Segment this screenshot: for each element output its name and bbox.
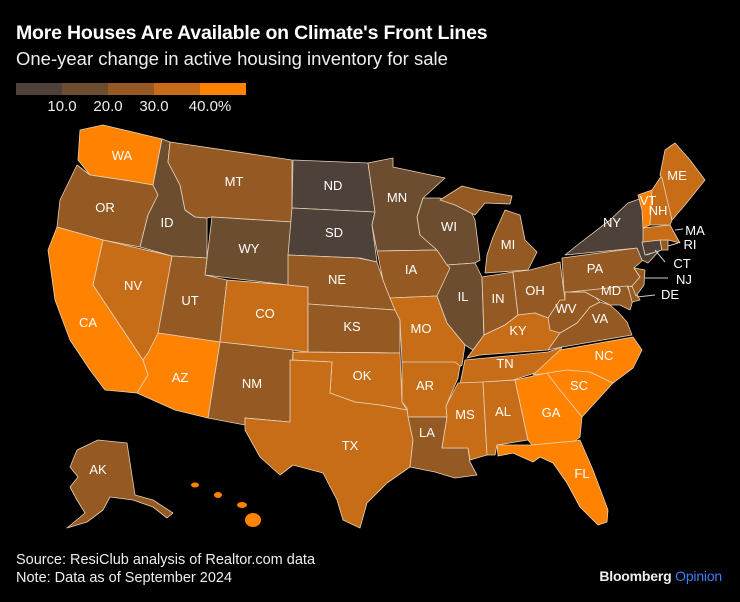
state-mi (439, 185, 513, 216)
state-label-nd: ND (324, 178, 343, 193)
state-label-ok: OK (353, 368, 372, 383)
state-hi (237, 502, 247, 508)
state-il (436, 262, 485, 351)
state-me (659, 142, 706, 221)
state-label-wa: WA (112, 148, 133, 163)
state-mi (484, 209, 538, 274)
state-label-ms: MS (455, 407, 475, 422)
state-label-ct: CT (673, 256, 690, 271)
state-label-ia: IA (405, 262, 418, 277)
state-label-ma: MA (685, 223, 705, 238)
state-label-ak: AK (89, 462, 107, 477)
legend-swatch (154, 83, 200, 95)
state-label-va: VA (592, 311, 609, 326)
leader-line (636, 294, 656, 298)
state-label-al: AL (495, 404, 511, 419)
state-label-az: AZ (172, 370, 189, 385)
chart-title: More Houses Are Available on Climate's F… (16, 22, 488, 44)
state-label-in: IN (492, 291, 505, 306)
legend-label: 20.0 (93, 98, 123, 115)
state-label-de: DE (661, 287, 679, 302)
state-fl (496, 439, 609, 526)
bloomberg-opinion-logo: Bloomberg Opinion (599, 568, 722, 584)
state-label-nc: NC (595, 348, 614, 363)
state-label-sc: SC (570, 378, 588, 393)
state-label-nj: NJ (676, 272, 692, 287)
state-label-pa: PA (587, 261, 604, 276)
legend-label: 40.0% (188, 98, 232, 115)
state-label-mi: MI (501, 237, 515, 252)
state-label-me: ME (667, 168, 687, 183)
state-label-id: ID (161, 215, 174, 230)
state-label-sd: SD (325, 225, 343, 240)
state-label-ca: CA (79, 315, 97, 330)
state-hi (191, 482, 199, 488)
state-label-fl: FL (574, 466, 589, 481)
chart-subtitle: One-year change in active housing invent… (16, 48, 448, 69)
state-ks (307, 303, 401, 354)
state-vt (637, 189, 653, 229)
state-label-tx: TX (342, 438, 359, 453)
color-legend (16, 83, 246, 95)
state-tx (244, 359, 414, 529)
state-label-oh: OH (525, 283, 545, 298)
state-label-la: LA (419, 425, 435, 440)
legend-label: 30.0 (139, 98, 169, 115)
state-label-mt: MT (225, 174, 244, 189)
state-de (627, 285, 641, 303)
leader-line (654, 249, 666, 263)
state-label-ri: RI (684, 237, 697, 252)
legend-swatch (108, 83, 154, 95)
state-nc (532, 336, 643, 384)
leader-line (667, 242, 679, 247)
legend-label: 10.0 (47, 98, 77, 115)
state-label-il: IL (458, 289, 469, 304)
state-hi (245, 513, 261, 527)
leader-line (674, 228, 684, 231)
state-label-co: CO (255, 306, 275, 321)
state-ma (642, 224, 681, 244)
state-label-tn: TN (496, 356, 513, 371)
state-ak (66, 439, 174, 529)
state-label-vt: VT (640, 193, 657, 208)
legend-swatch (16, 83, 62, 95)
state-nh (649, 174, 673, 226)
state-ct (641, 239, 663, 256)
state-label-wv: WV (556, 301, 577, 316)
state-ny (564, 197, 661, 264)
source-note: Source: ResiClub analysis of Realtor.com… (16, 552, 316, 568)
legend-swatch (62, 83, 108, 95)
state-label-or: OR (95, 200, 115, 215)
data-note: Note: Data as of September 2024 (16, 570, 233, 586)
state-label-wi: WI (441, 219, 457, 234)
state-label-ks: KS (343, 319, 361, 334)
state-label-ar: AR (416, 378, 434, 393)
state-label-mn: MN (387, 190, 407, 205)
legend-swatch (200, 83, 246, 95)
state-nj (631, 267, 646, 297)
state-label-wy: WY (239, 241, 260, 256)
state-hi (214, 492, 222, 498)
state-label-ne: NE (328, 272, 346, 287)
state-label-mo: MO (411, 321, 432, 336)
state-label-ky: KY (509, 323, 527, 338)
state-label-nm: NM (242, 376, 262, 391)
state-label-ga: GA (542, 405, 561, 420)
state-label-nh: NH (649, 203, 668, 218)
state-label-ny: NY (603, 215, 621, 230)
state-label-md: MD (601, 283, 621, 298)
state-label-ut: UT (181, 293, 198, 308)
state-label-nv: NV (124, 278, 142, 293)
